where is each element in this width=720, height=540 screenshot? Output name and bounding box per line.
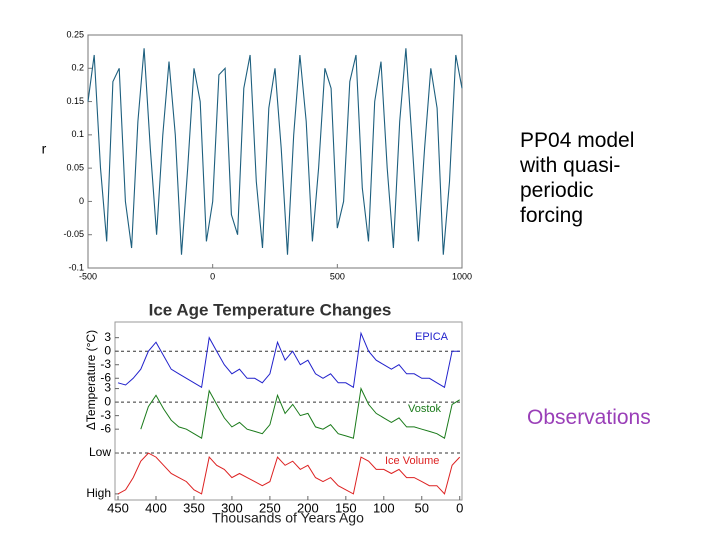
y-tick-label: 0 (104, 394, 111, 408)
x-tick-label: 450 (107, 500, 129, 515)
chart-title: Ice Age Temperature Changes (149, 300, 392, 319)
x-tick-label: 400 (145, 500, 167, 515)
series-label: Ice Volume (385, 455, 439, 467)
caption-line: forcing (520, 204, 584, 227)
y-tick-label: High (86, 486, 111, 500)
y-tick-label: -3 (100, 408, 111, 422)
line-series (117, 331, 460, 389)
y-tick-label: -0.05 (63, 229, 84, 239)
line-series (117, 452, 461, 495)
x-tick-label: 1000 (452, 271, 472, 281)
x-tick-label: 150 (335, 500, 357, 515)
x-tick-label: 200 (297, 500, 319, 515)
y-tick-label: 0.2 (71, 63, 84, 73)
y-tick-label: 0.05 (66, 163, 84, 173)
y-tick-label: 3 (104, 381, 111, 395)
line-series (140, 386, 460, 440)
y-tick-label: 0.1 (71, 129, 84, 139)
x-tick-label: 50 (415, 500, 429, 515)
x-tick-label: -500 (79, 271, 97, 281)
y-tick-label: 0 (79, 196, 84, 206)
y-tick-label: 0.25 (66, 29, 84, 39)
x-tick-label: 0 (210, 271, 215, 281)
y-tick-label: -0.1 (68, 262, 84, 272)
x-tick-label: 0 (456, 500, 463, 515)
caption-line: periodic (520, 179, 594, 202)
y-tick-label: -6 (100, 421, 111, 435)
model-caption: PP04 model with quasi- periodic forcing (520, 128, 634, 228)
observations-caption: Observations (527, 406, 651, 429)
x-tick-label: 100 (373, 500, 395, 515)
y-axis-label: ΔTemperature (°C) (84, 330, 98, 430)
y-axis-label: r (42, 141, 47, 157)
y-tick-label: 3 (104, 330, 111, 344)
x-axis-label: Thousands of Years Ago (212, 510, 364, 526)
series-label: Vostok (408, 403, 442, 415)
y-tick-label: Low (89, 445, 111, 459)
caption-line: with quasi- (520, 154, 621, 177)
line-series (87, 48, 463, 255)
caption-line: PP04 model (520, 129, 635, 152)
series-label: EPICA (415, 331, 449, 343)
x-tick-label: 300 (221, 500, 243, 515)
y-tick-label: 0.15 (66, 96, 84, 106)
x-tick-label: 350 (183, 500, 205, 515)
y-tick-label: -3 (100, 357, 111, 371)
y-tick-label: 0 (104, 343, 111, 357)
x-tick-label: 250 (259, 500, 281, 515)
y-tick-label: -6 (100, 370, 111, 384)
x-tick-label: 500 (330, 271, 345, 281)
